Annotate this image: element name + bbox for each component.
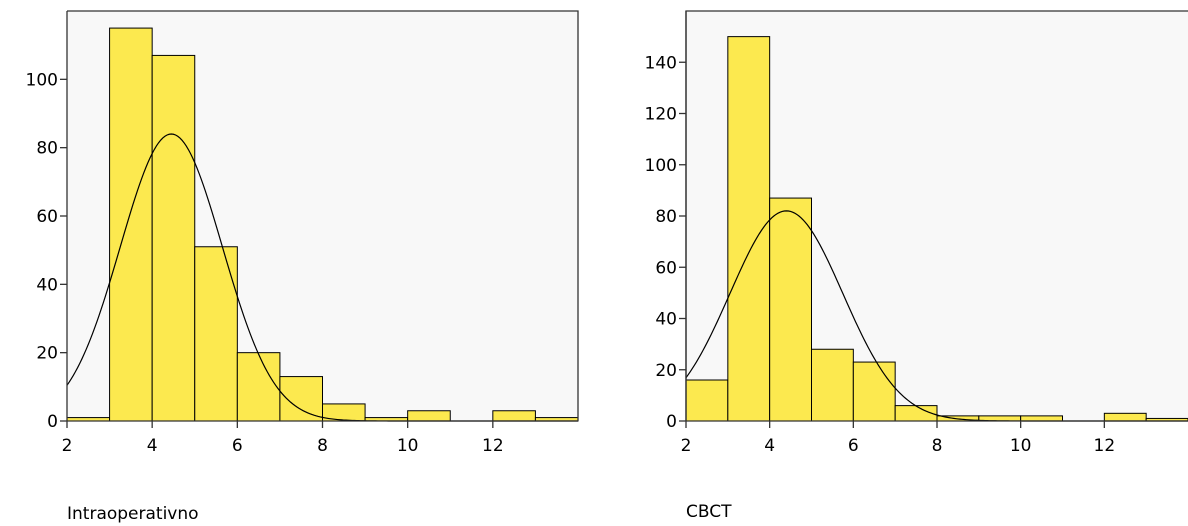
x-tick-label: 12 — [482, 436, 504, 456]
y-tick-label: 60 — [655, 258, 677, 278]
x-axis-label: CBCT — [686, 502, 732, 522]
histogram-bar — [194, 246, 238, 422]
x-tick-label: 12 — [1094, 436, 1116, 456]
y-tick-label: 100 — [645, 156, 677, 176]
histogram-bar — [109, 27, 153, 422]
histogram-bar — [407, 410, 451, 422]
histogram-bar — [1103, 412, 1147, 422]
x-tick-label: 6 — [232, 436, 243, 456]
y-tick-label: 0 — [47, 412, 58, 432]
plot-frame — [67, 10, 579, 421]
y-tick-label: 100 — [26, 70, 58, 90]
histogram-bars — [66, 27, 579, 422]
histogram-bar — [492, 410, 536, 422]
y-tick-label: 60 — [36, 207, 58, 227]
y-tick-label: 0 — [666, 412, 677, 432]
histogram-bar — [727, 36, 771, 422]
histogram-bar — [769, 197, 813, 422]
y-tick-label: 20 — [36, 344, 58, 364]
histogram-bar — [852, 361, 896, 422]
y-tick-label: 40 — [655, 310, 677, 330]
x-tick-label: 6 — [848, 436, 859, 456]
y-tick-label: 20 — [655, 361, 677, 381]
histogram-bars — [685, 36, 1188, 422]
histogram-bar — [685, 379, 729, 422]
y-axis: 0 20 40 60 80 100 120 140 — [645, 11, 687, 432]
histogram-bar — [236, 352, 281, 422]
histogram-bar — [811, 348, 854, 422]
y-tick-label: 140 — [645, 53, 677, 73]
x-tick-label: 8 — [317, 436, 328, 456]
x-axis: 2 4 6 8 10 12 — [62, 420, 578, 456]
histogram-bar — [1020, 415, 1064, 422]
y-tick-label: 40 — [36, 275, 58, 295]
x-tick-label: 8 — [932, 436, 943, 456]
x-tick-label: 10 — [1010, 436, 1032, 456]
x-axis-label: Intraoperativno — [67, 504, 199, 524]
y-axis: 0 20 40 60 80 100 — [26, 11, 68, 432]
x-tick-label: 2 — [62, 436, 73, 456]
x-tick-label: 2 — [681, 436, 692, 456]
histogram-bar — [151, 54, 196, 422]
histogram-intraoperativno: 0 20 40 60 80 100 2 4 6 8 10 12 Intraoperativno — [26, 10, 579, 524]
y-tick-label: 80 — [655, 207, 677, 227]
y-tick-label: 120 — [645, 105, 677, 125]
x-tick-label: 4 — [764, 436, 775, 456]
x-tick-label: 4 — [147, 436, 158, 456]
x-axis: 2 4 6 8 10 12 — [681, 420, 1188, 456]
y-tick-label: 80 — [36, 139, 58, 159]
x-tick-label: 10 — [397, 436, 419, 456]
histogram-cbct: 0 20 40 60 80 100 120 140 2 4 6 8 10 12 CBCT — [645, 10, 1188, 522]
